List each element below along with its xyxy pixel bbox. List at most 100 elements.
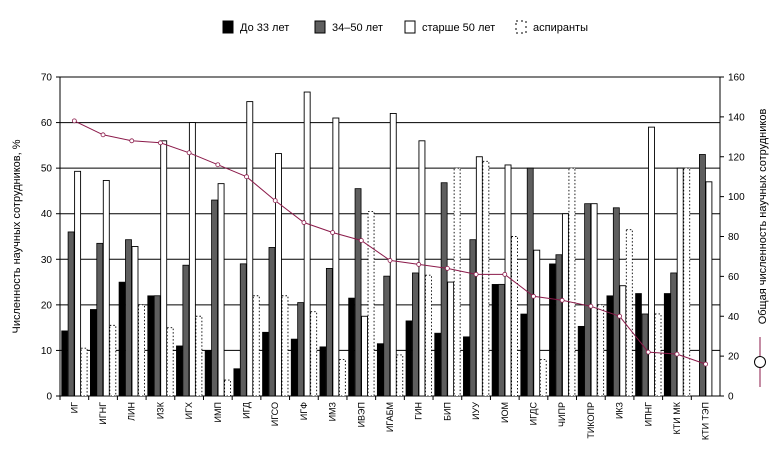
total-point	[129, 138, 135, 144]
bar-solid-black	[290, 338, 298, 397]
bar-outline	[160, 140, 168, 397]
legend-label: 34–50 лет	[332, 22, 383, 34]
y-axis-title: Численность научных сотрудников, %	[11, 139, 23, 333]
bar-dotted	[224, 379, 232, 397]
y-tick-label: 20	[41, 300, 53, 311]
bar-solid-black	[463, 336, 470, 397]
bar-dotted	[252, 295, 260, 397]
y2-tick-label: 140	[728, 112, 745, 123]
bar-solid-black	[405, 320, 413, 397]
bar-outline	[332, 117, 340, 397]
bar-solid-gray	[412, 272, 419, 397]
bar-solid-gray	[96, 242, 104, 397]
bar-solid-black	[262, 331, 269, 397]
bar-solid-gray	[641, 313, 649, 397]
x-tick-label: ИМП	[213, 402, 223, 422]
bar-outline	[590, 203, 598, 397]
x-tick-label: ЛИН	[127, 402, 137, 421]
total-point	[444, 265, 450, 271]
x-tick-label: ИГНГ	[98, 402, 108, 425]
bar-solid-black	[176, 345, 183, 397]
bar-outline	[705, 181, 713, 397]
bar-outline	[361, 315, 369, 397]
bar-outline	[102, 179, 110, 397]
total-point	[416, 262, 422, 267]
legend-label: старше 50 лет	[422, 22, 495, 34]
x-tick-label: ИУУ	[471, 402, 481, 420]
bar-outline	[389, 113, 397, 397]
bar-solid-black	[549, 263, 556, 397]
x-tick-label: ИГАБМ	[385, 402, 395, 432]
bar-dotted	[281, 295, 289, 397]
bar-solid-gray	[670, 272, 678, 397]
bar-solid-black	[204, 350, 212, 397]
y-tick-label: 10	[41, 346, 53, 357]
total-point	[617, 313, 622, 319]
total-point	[502, 271, 508, 277]
x-tick-label: ИГДС	[528, 402, 538, 426]
bar-outline	[188, 122, 196, 397]
legend-label: До 33 лет	[240, 22, 289, 34]
y2-tick-label: 60	[728, 272, 740, 283]
total-point	[531, 293, 536, 299]
x-tick-label: ИГФ	[299, 402, 309, 420]
bar-dotted	[138, 304, 145, 397]
total-point	[158, 140, 163, 146]
x-tick-label: ИПНГ	[643, 402, 653, 426]
bar-dotted	[396, 354, 404, 397]
bar-solid-gray	[699, 154, 706, 397]
y-tick-label: 60	[41, 118, 53, 129]
bar-solid-gray	[526, 167, 534, 397]
bar-solid-gray	[612, 207, 620, 397]
legend-swatch	[515, 20, 527, 34]
bar-dotted	[625, 229, 633, 397]
total-point	[301, 220, 307, 225]
bar-dotted	[80, 347, 88, 397]
total-point	[100, 132, 106, 138]
bar-solid-gray	[354, 188, 362, 397]
y-tick-label: 50	[41, 164, 53, 175]
bar-solid-gray	[211, 199, 218, 397]
x-tick-label: ЧИПР	[557, 402, 567, 427]
x-tick-label: ИВЭП	[356, 402, 366, 427]
bar-outline	[676, 167, 684, 397]
bar-dotted	[195, 315, 203, 397]
bar-solid-gray	[125, 239, 132, 397]
total-point	[473, 271, 479, 277]
total-point	[703, 361, 709, 367]
total-point	[244, 174, 249, 180]
y2-tick-label: 40	[728, 312, 740, 323]
bar-solid-black	[434, 332, 441, 397]
bar-dotted	[597, 304, 605, 397]
bar-solid-black	[118, 281, 126, 397]
bar-dotted	[482, 160, 490, 397]
bar-outline	[217, 183, 225, 397]
bar-dotted	[683, 167, 691, 397]
x-tick-label: КТИ ТЭП	[701, 402, 711, 440]
bar-solid-gray	[153, 295, 161, 397]
total-point	[645, 349, 651, 355]
bar-solid-black	[319, 346, 327, 397]
bar-dotted	[654, 313, 662, 397]
total-point	[559, 297, 565, 303]
y2-tick-label: 20	[728, 352, 740, 363]
legend-swatch	[404, 20, 416, 34]
total-point	[186, 150, 192, 156]
bar-outline	[504, 164, 512, 397]
legend-label: аспиранты	[533, 22, 588, 34]
bar-solid-gray	[383, 275, 391, 397]
bar-outline	[74, 170, 82, 397]
bar-outline	[619, 285, 627, 397]
bar-outline	[246, 101, 254, 397]
bar-solid-gray	[584, 203, 592, 397]
bar-dotted	[166, 327, 174, 397]
bar-solid-black	[635, 293, 642, 397]
x-tick-label: КТИ МК	[672, 401, 682, 434]
bar-solid-gray	[498, 283, 505, 397]
bar-dotted	[568, 167, 576, 397]
bar-solid-black	[663, 293, 671, 397]
x-tick-label: ИОМ	[500, 402, 510, 423]
bar-outline	[648, 126, 655, 397]
bar-solid-black	[233, 368, 241, 397]
